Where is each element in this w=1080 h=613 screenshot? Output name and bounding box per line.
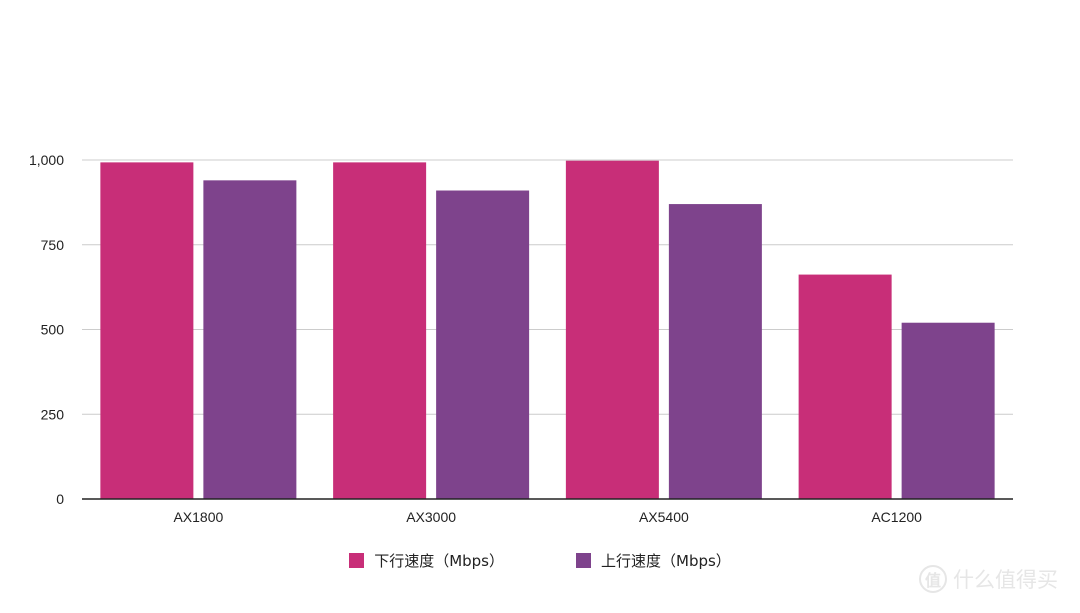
- bar-download-ax3000: [333, 162, 427, 500]
- watermark-text: 什么值得买: [953, 568, 1058, 592]
- bar-download-ax5400: [565, 160, 659, 500]
- legend-label-upload: 上行速度（Mbps）: [601, 551, 731, 570]
- y-tick-label: 0: [56, 491, 64, 507]
- x-tick-label: AC1200: [871, 509, 922, 525]
- legend-item-download: 下行速度（Mbps）: [349, 548, 504, 572]
- bar-download-ac1200: [798, 274, 892, 499]
- bar-upload-ax5400: [668, 204, 762, 499]
- bar-download-ax1800: [100, 162, 194, 500]
- legend-swatch-upload: [576, 552, 591, 568]
- watermark-logo-icon: 值: [919, 565, 947, 593]
- legend-item-upload: 上行速度（Mbps）: [576, 548, 731, 572]
- y-tick-label: 250: [41, 406, 65, 422]
- watermark: 值 什么值得买: [919, 564, 1058, 594]
- legend: 下行速度（Mbps） 上行速度（Mbps）: [0, 548, 1080, 572]
- legend-swatch-download: [349, 552, 365, 568]
- legend-label-download: 下行速度（Mbps）: [374, 551, 504, 570]
- bar-upload-ac1200: [901, 322, 995, 499]
- bar-upload-ax1800: [203, 180, 297, 499]
- x-tick-label: AX1800: [173, 509, 223, 525]
- y-tick-label: 1,000: [29, 152, 64, 168]
- y-tick-label: 500: [41, 322, 65, 338]
- y-tick-label: 750: [41, 237, 65, 253]
- x-tick-label: AX5400: [639, 509, 689, 525]
- bar-upload-ax3000: [436, 190, 530, 499]
- x-tick-label: AX3000: [406, 509, 456, 525]
